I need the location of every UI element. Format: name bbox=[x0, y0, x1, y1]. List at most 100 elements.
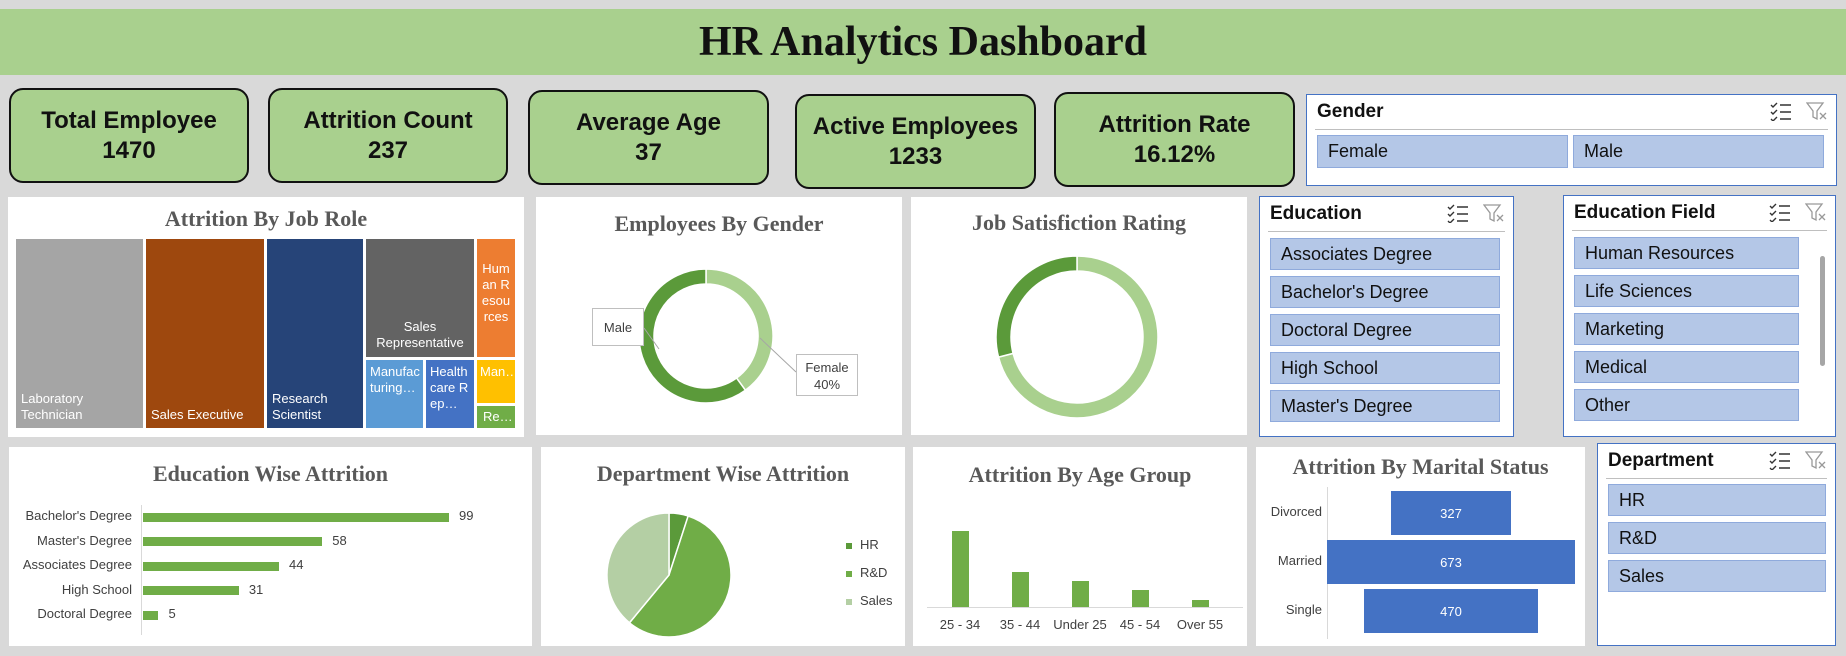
slicer-item-human-resources[interactable]: Human Resources bbox=[1574, 237, 1799, 269]
clear-filter-icon[interactable] bbox=[1806, 101, 1828, 121]
slicer-item-bachelors-degree[interactable]: Bachelor's Degree bbox=[1270, 276, 1500, 308]
slicer-item-marketing[interactable]: Marketing bbox=[1574, 313, 1799, 345]
category-label: Master's Degree bbox=[37, 532, 132, 548]
leader-line bbox=[759, 337, 797, 373]
slicer-item-hr[interactable]: HR bbox=[1608, 484, 1826, 516]
pie-slice-0[interactable] bbox=[997, 255, 1159, 419]
legend-item: Sales bbox=[846, 587, 893, 615]
clear-filter-icon[interactable] bbox=[1483, 203, 1505, 223]
bar[interactable]: 327 bbox=[1390, 491, 1512, 535]
kpi-label: Attrition Count bbox=[303, 106, 473, 134]
category-label: High School bbox=[61, 581, 132, 597]
kpi-value: 37 bbox=[635, 138, 662, 166]
education-field-slicer: Education Field Human Resources Life Sci… bbox=[1563, 195, 1836, 437]
kpi-label: Total Employee bbox=[41, 106, 217, 134]
bar[interactable] bbox=[951, 531, 969, 607]
dashboard-header: HR Analytics Dashboard bbox=[0, 9, 1846, 75]
category-label: Bachelor's Degree bbox=[25, 508, 132, 523]
slicer-scrollbar[interactable] bbox=[1820, 256, 1825, 366]
category-label: Divorced bbox=[1270, 504, 1322, 519]
category-label: 35 - 44 bbox=[999, 617, 1041, 632]
tile-manager[interactable]: Man… bbox=[477, 360, 515, 403]
chart-title: Attrition By Marital Status bbox=[1292, 454, 1549, 479]
chart-title: Attrition By Job Role bbox=[164, 206, 368, 231]
bar[interactable]: 673 bbox=[1327, 540, 1575, 584]
kpi-active-employees: Active Employees 1233 bbox=[795, 94, 1036, 189]
chart-title: Attrition By Age Group bbox=[968, 462, 1192, 487]
legend-swatch bbox=[846, 542, 852, 549]
slicer-item-doctoral-degree[interactable]: Doctoral Degree bbox=[1270, 314, 1500, 346]
slicer-item-rd[interactable]: R&D bbox=[1608, 522, 1826, 554]
slicer-item-medical[interactable]: Medical bbox=[1574, 351, 1799, 383]
data-label: 44 bbox=[289, 557, 304, 572]
kpi-average-age: Average Age 37 bbox=[528, 90, 769, 185]
tile-healthcare-representative[interactable]: Healthcare Rep… bbox=[426, 360, 474, 428]
slicer-item-masters-degree[interactable]: Master's Degree bbox=[1270, 390, 1500, 422]
attrition-by-job-role-chart: Attrition By Job Role Laboratory Technic… bbox=[8, 197, 524, 437]
pie-slice-female[interactable] bbox=[705, 268, 774, 392]
multi-select-icon[interactable] bbox=[1447, 203, 1469, 223]
slicer-item-life-sciences[interactable]: Life Sciences bbox=[1574, 275, 1799, 307]
bar[interactable] bbox=[143, 537, 323, 546]
bar[interactable] bbox=[143, 610, 159, 620]
tile-research-director[interactable]: Re… bbox=[477, 406, 515, 428]
male-label: Male bbox=[603, 319, 633, 335]
bar[interactable] bbox=[1071, 581, 1089, 607]
data-label: 470 bbox=[1440, 603, 1462, 619]
slicer-title: Education bbox=[1270, 203, 1362, 224]
data-label: 58 bbox=[332, 532, 347, 548]
tile-label: Sales Representative bbox=[376, 319, 464, 350]
leader-line bbox=[643, 327, 660, 350]
multi-select-icon[interactable] bbox=[1769, 202, 1791, 222]
data-label: 673 bbox=[1440, 554, 1462, 570]
multi-select-icon[interactable] bbox=[1769, 450, 1791, 470]
pie-slice-sales[interactable] bbox=[606, 512, 670, 624]
tile-sales-executive[interactable]: Sales Executive bbox=[146, 239, 264, 428]
tile-research-scientist[interactable]: Research Scientist bbox=[267, 239, 363, 428]
female-label: Female bbox=[805, 360, 849, 375]
category-label: Married bbox=[1277, 553, 1322, 568]
tile-label: Re… bbox=[483, 409, 513, 424]
slicer-item-male[interactable]: Male bbox=[1573, 135, 1824, 168]
tile-laboratory-technician[interactable]: Laboratory Technician bbox=[16, 239, 143, 428]
attrition-by-age-group-chart: Attrition By Age Group 25 - 34 35 - 44 Und… bbox=[913, 447, 1247, 646]
pie-slice-male[interactable] bbox=[638, 268, 747, 404]
category-label: Over 55 bbox=[1176, 617, 1224, 632]
multi-select-icon[interactable] bbox=[1770, 101, 1792, 121]
chart-title: Department Wise Attrition bbox=[596, 461, 850, 486]
kpi-total-employee: Total Employee 1470 bbox=[9, 88, 249, 183]
bar[interactable] bbox=[143, 561, 279, 571]
slicer-title: Gender bbox=[1317, 101, 1384, 122]
department-wise-attrition-chart: Department Wise Attrition HR R&D Sales bbox=[541, 447, 905, 646]
bar[interactable] bbox=[1131, 590, 1149, 607]
legend-swatch bbox=[846, 570, 852, 577]
clear-filter-icon[interactable] bbox=[1805, 202, 1827, 222]
slicer-item-female[interactable]: Female bbox=[1317, 135, 1568, 168]
slicer-item-associates-degree[interactable]: Associates Degree bbox=[1270, 238, 1500, 270]
kpi-label: Active Employees bbox=[812, 112, 1019, 140]
tile-manufacturing[interactable]: Manufacturing… bbox=[366, 360, 423, 428]
tile-label: Man… bbox=[480, 364, 514, 379]
category-label: Associates Degree bbox=[22, 557, 132, 572]
job-satisfaction-chart: Job Satisfiction Rating bbox=[911, 197, 1247, 435]
bar[interactable] bbox=[1191, 599, 1209, 607]
tile-label: Manufacturing… bbox=[370, 364, 420, 395]
bar[interactable] bbox=[143, 512, 449, 522]
tile-label: Laboratory Technician bbox=[21, 391, 84, 422]
clear-filter-icon[interactable] bbox=[1805, 450, 1827, 470]
tile-human-resources[interactable]: Human Resources bbox=[477, 239, 515, 357]
bar[interactable] bbox=[1011, 572, 1029, 607]
tile-sales-representative[interactable]: Sales Representative bbox=[366, 239, 474, 357]
bar[interactable] bbox=[143, 586, 239, 595]
slicer-item-sales[interactable]: Sales bbox=[1608, 560, 1826, 592]
category-label: Single bbox=[1285, 602, 1322, 617]
legend-item: R&D bbox=[846, 559, 893, 587]
slicer-item-high-school[interactable]: High School bbox=[1270, 352, 1500, 384]
department-pie bbox=[606, 512, 732, 638]
slicer-item-other[interactable]: Other bbox=[1574, 389, 1799, 421]
pie-slice-1[interactable] bbox=[995, 255, 1078, 359]
male-label-box: Male bbox=[592, 308, 644, 346]
tile-label: Research Scientist bbox=[272, 391, 328, 422]
pie-slice-rd[interactable] bbox=[628, 515, 732, 638]
bar[interactable]: 470 bbox=[1364, 589, 1538, 633]
